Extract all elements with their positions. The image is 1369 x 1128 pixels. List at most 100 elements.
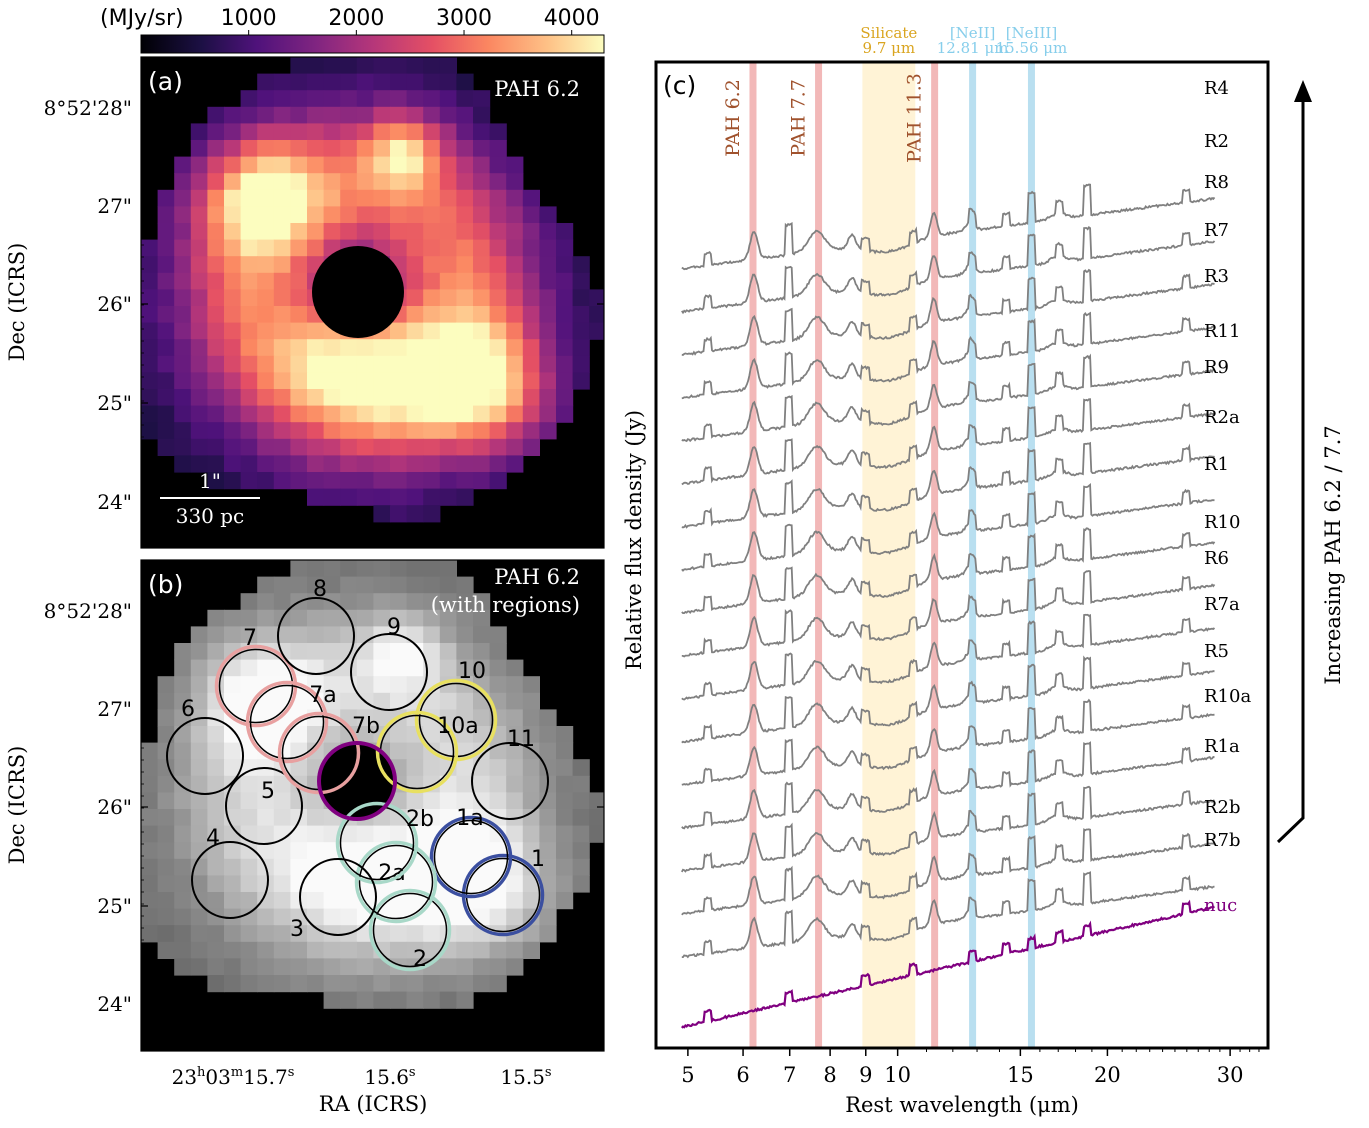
heatmap-pixel	[406, 422, 424, 440]
heatmap-pixel	[190, 875, 208, 893]
heatmap-pixel	[373, 206, 391, 224]
heatmap-pixel	[257, 472, 275, 490]
heatmap-pixel	[207, 825, 225, 843]
spectrum-R6	[681, 613, 1216, 701]
spectrum-R2a	[681, 482, 1215, 572]
heatmap-pixel	[290, 405, 308, 423]
heatmap-pixel	[456, 156, 474, 174]
heatmap-pixel	[323, 692, 341, 710]
heatmap-pixel	[356, 173, 374, 191]
heatmap-pixel	[473, 123, 491, 141]
heatmap-pixel	[506, 709, 524, 727]
heatmap-pixel	[506, 322, 524, 340]
heatmap-pixel	[406, 239, 424, 257]
heatmap-pixel	[290, 372, 308, 390]
heatmap-pixel	[307, 140, 325, 158]
region-label-1: 1	[531, 847, 545, 872]
spectrum-xlabel: Rest wavelength (μm)	[845, 1093, 1079, 1117]
heatmap-pixel	[522, 925, 540, 943]
heatmap-pixel	[340, 389, 358, 407]
heatmap-pixel	[290, 560, 308, 578]
heatmap-pixel	[240, 792, 258, 810]
heatmap-pixel	[506, 355, 524, 373]
heatmap-pixel	[406, 455, 424, 473]
heatmap-pixel	[207, 206, 225, 224]
heatmap-pixel	[207, 189, 225, 207]
heatmap-pixel	[157, 355, 175, 373]
heatmap-pixel	[224, 156, 242, 174]
region-circle-3	[299, 858, 377, 936]
heatmap-pixel	[174, 875, 192, 893]
heatmap-pixel	[373, 57, 391, 75]
heatmap-pixel	[224, 322, 242, 340]
heatmap-pixel	[456, 792, 474, 810]
heatmap-pixel	[257, 239, 275, 257]
heatmap-pixel	[473, 941, 491, 959]
heatmap-pixel	[323, 389, 341, 407]
heatmap-pixel	[174, 892, 192, 910]
heatmap-pixel	[273, 289, 291, 307]
heatmap-pixel	[190, 223, 208, 241]
heatmap-pixel	[340, 875, 358, 893]
series-label-R5: R5	[1204, 641, 1229, 662]
heatmap-pixel	[373, 438, 391, 456]
heatmap-pixel	[506, 173, 524, 191]
heatmap-pixel	[157, 256, 175, 274]
heatmap-pixel	[473, 173, 491, 191]
heatmap-pixel	[489, 676, 507, 694]
heatmap-pixel	[257, 289, 275, 307]
heatmap-pixel	[489, 438, 507, 456]
heatmap-pixel	[307, 488, 325, 506]
heatmap-pixel	[589, 322, 604, 340]
heatmap-pixel	[423, 206, 441, 224]
heatmap-pixel	[290, 609, 308, 627]
region-circle-11	[471, 742, 549, 820]
heatmap-pixel	[323, 156, 341, 174]
heatmap-pixel	[340, 189, 358, 207]
heatmap-pixel	[141, 809, 159, 827]
heatmap-pixel	[439, 643, 457, 661]
heatmap-pixel	[556, 809, 574, 827]
heatmap-pixel	[290, 438, 308, 456]
heatmap-pixel	[307, 455, 325, 473]
heatmap-pixel	[273, 73, 291, 91]
spectrum-R1a	[681, 785, 1215, 873]
heatmap-pixel	[456, 842, 474, 860]
heatmap-pixel	[290, 272, 308, 290]
heatmap-pixel	[456, 941, 474, 959]
region-label-7: 7	[243, 626, 257, 651]
colorbar-tick-label: 3000	[436, 6, 492, 31]
heatmap-pixel	[240, 106, 258, 124]
heatmap-pixel	[290, 189, 308, 207]
heatmap-pixel	[190, 156, 208, 174]
heatmap-pixel	[141, 339, 159, 357]
heatmap-pixel	[439, 306, 457, 324]
heatmap-pixel	[224, 958, 242, 976]
heatmap-pixel	[257, 626, 275, 644]
heatmap-pixel	[290, 223, 308, 241]
heatmap-pixel	[323, 892, 341, 910]
heatmap-pixel	[522, 941, 540, 959]
heatmap-pixel	[439, 858, 457, 876]
heatmap-pixel	[456, 389, 474, 407]
heatmap-pixel	[273, 156, 291, 174]
heatmap-pixel	[456, 223, 474, 241]
spectrum-R3	[681, 353, 1215, 443]
heatmap-pixel	[207, 438, 225, 456]
heatmap-pixel	[190, 405, 208, 423]
region-circle-halo	[354, 840, 438, 924]
heatmap-pixel	[340, 355, 358, 373]
heatmap-pixel	[340, 941, 358, 959]
heatmap-pixel	[323, 875, 341, 893]
heatmap-pixel	[406, 405, 424, 423]
heatmap-pixel	[141, 306, 159, 324]
heatmap-pixel	[522, 239, 540, 257]
heatmap-pixel	[290, 576, 308, 594]
heatmap-pixel	[373, 709, 391, 727]
heatmap-pixel	[556, 306, 574, 324]
heatmap-pixel	[489, 908, 507, 926]
heatmap-pixel	[207, 742, 225, 760]
heatmap-pixel	[406, 90, 424, 108]
heatmap-pixel	[141, 759, 159, 777]
heatmap-pixel	[589, 825, 604, 843]
